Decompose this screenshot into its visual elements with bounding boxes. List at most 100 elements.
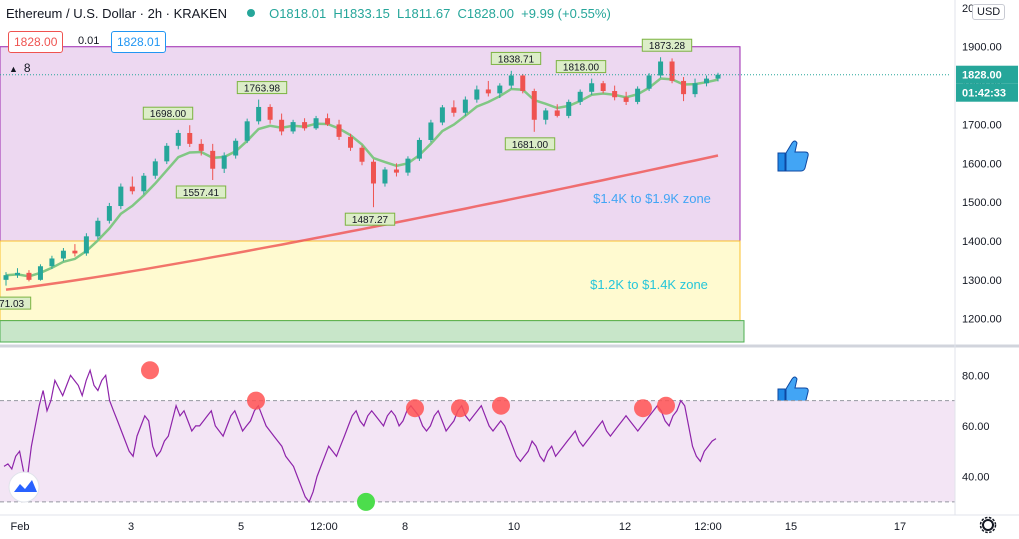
candle-body (279, 119, 285, 132)
price-label-text: 1838.71 (498, 54, 535, 65)
time-axis-label: 15 (785, 521, 797, 533)
price-label-text: 1271.03 (0, 299, 25, 310)
candle-body (623, 97, 629, 102)
ohlc-low: L1811.67 (397, 5, 451, 21)
overbought-marker (492, 396, 510, 415)
currency-button[interactable]: USD (972, 4, 1006, 20)
candle-body (26, 272, 32, 280)
indicators-toggle[interactable]: ▲ 8 (9, 61, 31, 75)
candle-body (451, 107, 457, 113)
candle-body (416, 139, 422, 159)
time-axis-label: Feb (11, 521, 30, 533)
candle-body (635, 88, 641, 102)
candle-body (106, 206, 112, 221)
price-label-text: 1681.00 (512, 140, 549, 151)
symbol-title[interactable]: Ethereum / U.S. Dollar · 2h · KRAKEN (6, 5, 228, 21)
rsi-line (3, 368, 717, 504)
candle-body (325, 118, 331, 125)
zone-label-upper: $1.4K to $1.9K zone (593, 191, 711, 206)
fast-ema-line (5, 77, 719, 278)
candle-body (658, 61, 664, 76)
candle-body (393, 169, 399, 173)
ohlc-open: O1818.01 (269, 5, 327, 21)
gear-icon[interactable] (979, 516, 997, 534)
rsi-axis-tick: 60.00 (962, 421, 990, 433)
price-label-box (0, 296, 32, 310)
price-label-box (142, 106, 194, 120)
overbought-marker (634, 399, 652, 418)
candle-body (554, 110, 560, 116)
indicator-count: 8 (23, 61, 31, 75)
candle-body (141, 175, 147, 192)
sell-price-button[interactable]: 1828.00 (8, 31, 64, 53)
candle-body (14, 272, 20, 276)
candle-body (267, 106, 273, 120)
chart-header: Ethereum / U.S. Dollar · 2h · KRAKEN O18… (0, 0, 950, 26)
overbought-marker (247, 391, 265, 410)
price-label-text: 1487.27 (352, 215, 389, 226)
candle-body (233, 140, 239, 156)
candle-body (3, 275, 9, 280)
candle-body (37, 266, 43, 280)
last-price-tag-text: 1828.00 (962, 70, 1002, 82)
candle-body (428, 122, 434, 140)
overbought-marker (141, 361, 159, 380)
price-axis-tick: 1300.00 (962, 275, 1002, 287)
candle-body (83, 236, 89, 254)
candle-body (566, 101, 572, 116)
buy-price-button[interactable]: 1828.01 (111, 31, 167, 53)
candle-body (508, 75, 514, 86)
candle-body (198, 143, 204, 151)
candle-body (175, 132, 181, 146)
price-label-box (236, 81, 288, 95)
spread-value: 0.01 (78, 35, 100, 47)
candle-body (221, 155, 227, 169)
candle-body (577, 91, 583, 102)
oversold-marker (357, 492, 375, 511)
overbought-marker (406, 399, 424, 418)
candle-body (382, 169, 388, 184)
price-label-text: 1818.00 (563, 63, 600, 74)
logo-icon (14, 480, 37, 492)
candle-body (210, 150, 216, 169)
market-status-icon (247, 9, 256, 17)
candle-body (290, 122, 296, 132)
candle-body (118, 186, 124, 207)
candle-body (244, 121, 250, 141)
candle-body (462, 99, 468, 113)
zone-label-lower: $1.2K to $1.4K zone (590, 277, 708, 292)
candle-body (336, 124, 342, 137)
price-label-box (555, 60, 607, 74)
chevron-up-icon: ▲ (9, 64, 18, 74)
candle-body (370, 161, 376, 184)
logo-button[interactable] (8, 471, 40, 503)
time-axis-label: 8 (402, 521, 408, 533)
overbought-marker (451, 399, 469, 418)
slow-moving-average-line (5, 154, 719, 291)
gear-icon[interactable] (982, 519, 994, 531)
overbought-marker (657, 396, 675, 415)
candle-body (164, 145, 170, 162)
time-axis-label: 17 (894, 521, 906, 533)
time-axis-label: 12:00 (694, 521, 722, 533)
candle-body (359, 147, 365, 162)
price-label-text: 1873.28 (649, 41, 686, 52)
candle-body (600, 83, 606, 92)
price-label-box (641, 38, 693, 52)
price-axis-tick: 1500.00 (962, 197, 1002, 209)
candle-body (704, 78, 710, 84)
candle-body (715, 74, 721, 79)
candle-body (497, 85, 503, 94)
price-zone-lower (0, 240, 741, 322)
candle-body (612, 91, 618, 98)
candle-body (681, 80, 687, 95)
price-label-box (504, 137, 556, 151)
countdown-tag-text: 01:42:33 (962, 88, 1006, 100)
candle-body (49, 258, 55, 267)
price-label-box (344, 212, 396, 226)
candle-body (129, 186, 135, 192)
ohlc-close: C1828.00 (457, 5, 514, 21)
price-zone-bottom (0, 320, 745, 343)
thumbs-up-icon (777, 152, 786, 172)
